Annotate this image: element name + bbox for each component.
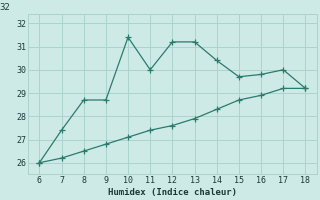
X-axis label: Humidex (Indice chaleur): Humidex (Indice chaleur) <box>108 188 237 197</box>
Text: 32: 32 <box>0 3 10 12</box>
